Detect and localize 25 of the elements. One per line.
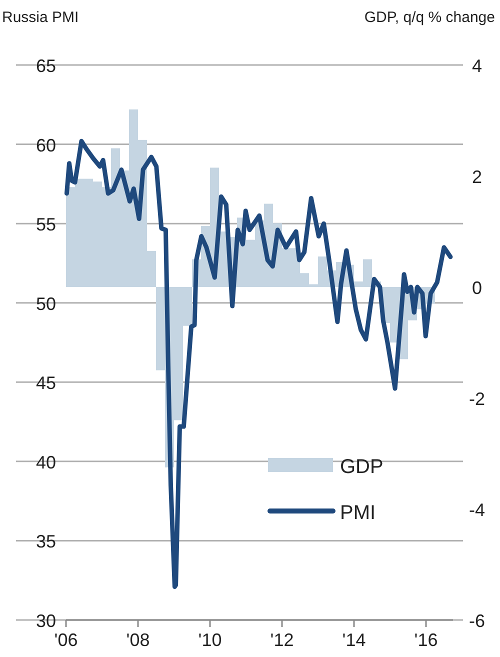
y2-tick-label: 4 [472,56,482,76]
y-tick-label: 40 [36,452,56,472]
y-tick-label: 65 [36,56,56,76]
y2-tick-label: 2 [472,167,482,187]
line-series [64,138,453,589]
x-tick-label: '08 [126,630,150,650]
y2-axis-title: GDP, q/q % change [364,9,495,26]
x-tick-label: '14 [342,630,366,650]
y-tick-label: 55 [36,214,56,235]
legend-label: PMI [340,502,376,524]
y-tick-label: 35 [36,532,56,552]
y-tick-label: 45 [36,373,56,394]
y2-tick-label: 0 [472,278,482,298]
x-tick-label: '12 [270,630,294,650]
x-tick-label: '16 [414,630,438,650]
y-axis-title: Russia PMI [2,9,79,26]
y2-tick-label: -2 [468,389,486,409]
y2-tick-label: -6 [468,611,486,631]
x-tick-label: '06 [54,630,78,650]
y-tick-label: 30 [36,611,56,631]
y2-tick-label: -4 [468,500,486,520]
x-tick-label: '10 [198,630,222,650]
y-tick-label: 60 [36,135,56,156]
y-tick-label: 50 [36,294,56,314]
legend-label: GDP [340,456,384,478]
